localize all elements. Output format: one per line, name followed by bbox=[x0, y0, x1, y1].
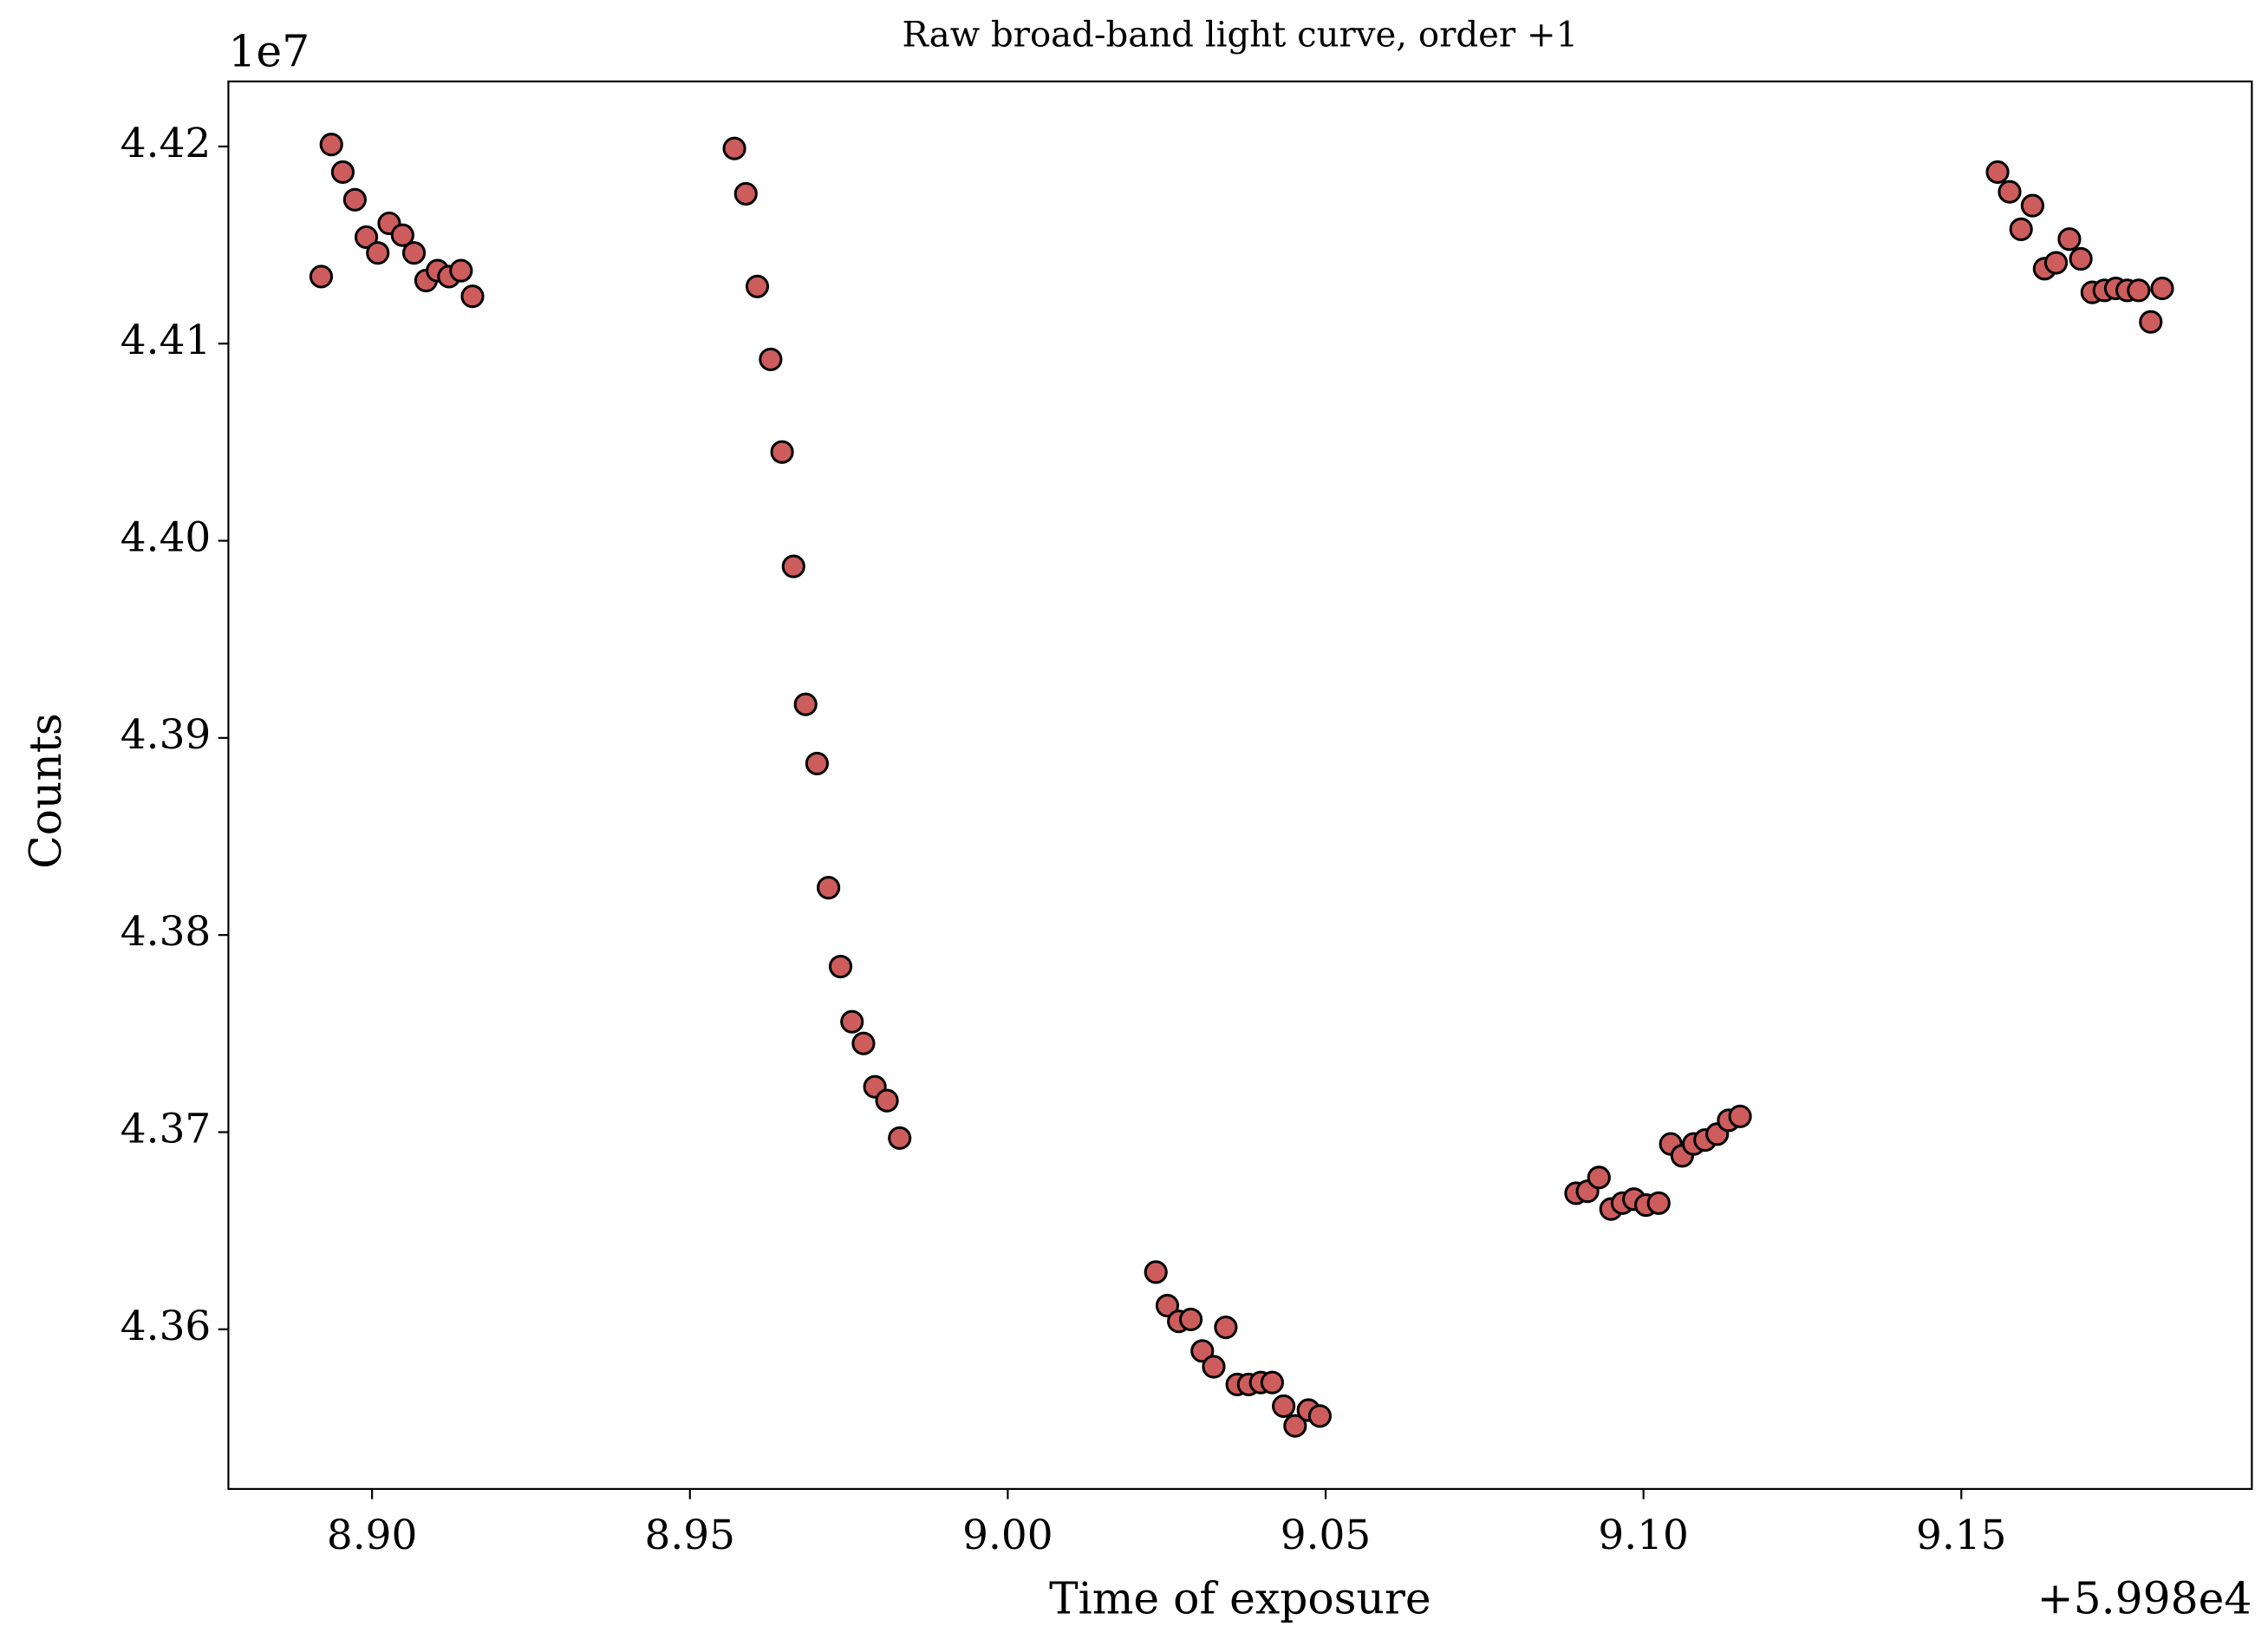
y-tick-label: 4.37 bbox=[121, 1105, 212, 1153]
data-point bbox=[366, 241, 390, 265]
data-point bbox=[1214, 1315, 1238, 1340]
data-point bbox=[354, 225, 379, 250]
data-point bbox=[793, 692, 818, 716]
data-point bbox=[319, 133, 343, 157]
data-point bbox=[330, 160, 355, 185]
y-tick-label: 4.39 bbox=[121, 711, 212, 759]
data-point bbox=[2009, 217, 2033, 241]
data-point bbox=[2043, 251, 2069, 275]
data-point bbox=[1144, 1260, 1168, 1284]
data-point bbox=[745, 274, 770, 298]
data-point bbox=[1272, 1394, 1296, 1419]
data-point bbox=[2150, 276, 2174, 301]
data-point bbox=[2069, 246, 2093, 271]
x-tick-label: 9.05 bbox=[1281, 1512, 1372, 1559]
data-point bbox=[828, 954, 853, 979]
x-tick-label: 8.95 bbox=[645, 1512, 736, 1559]
data-point bbox=[1307, 1404, 1333, 1428]
data-point bbox=[1283, 1414, 1307, 1438]
y-tick-label: 4.36 bbox=[121, 1303, 212, 1350]
x-tick-label: 9.15 bbox=[1916, 1512, 2007, 1559]
y-tick-label: 4.38 bbox=[121, 908, 212, 956]
plot-frame bbox=[227, 80, 2253, 1491]
x-axis-label: Time of exposure bbox=[1049, 1573, 1431, 1624]
x-offset-label: +5.998e4 bbox=[2037, 1573, 2252, 1624]
x-tick-label: 8.90 bbox=[327, 1512, 418, 1559]
data-point bbox=[2139, 310, 2163, 334]
y-tick-label: 4.40 bbox=[121, 514, 212, 562]
data-point bbox=[817, 876, 841, 900]
data-point bbox=[1178, 1307, 1203, 1332]
data-point bbox=[770, 440, 794, 464]
data-point bbox=[390, 223, 414, 247]
data-point bbox=[449, 258, 473, 283]
y-tick-label: 4.41 bbox=[121, 317, 212, 364]
data-point bbox=[460, 284, 485, 309]
data-point bbox=[401, 241, 427, 265]
x-tick-label: 9.10 bbox=[1598, 1512, 1689, 1559]
data-point bbox=[781, 554, 805, 578]
data-point bbox=[888, 1126, 912, 1150]
data-point bbox=[2057, 227, 2082, 251]
data-point bbox=[1728, 1104, 1752, 1128]
data-point bbox=[875, 1088, 899, 1113]
data-point bbox=[2127, 278, 2151, 303]
data-point bbox=[1260, 1370, 1285, 1395]
x-tick-label: 9.00 bbox=[962, 1512, 1053, 1559]
y-axis-label: Counts bbox=[20, 713, 71, 869]
data-point bbox=[309, 265, 334, 289]
data-point bbox=[733, 181, 758, 206]
data-point bbox=[759, 347, 783, 371]
data-point bbox=[1202, 1355, 1226, 1379]
data-point bbox=[1985, 160, 2010, 185]
data-point bbox=[1587, 1166, 1611, 1190]
data-point bbox=[840, 1009, 864, 1034]
data-point bbox=[1155, 1293, 1180, 1318]
data-point bbox=[342, 187, 367, 212]
data-point bbox=[2020, 193, 2044, 218]
y-tick-label: 4.42 bbox=[121, 120, 212, 167]
data-point bbox=[1190, 1339, 1215, 1363]
y-scale-label: 1e7 bbox=[228, 26, 310, 77]
data-point bbox=[805, 751, 830, 775]
data-point bbox=[722, 136, 746, 160]
data-point bbox=[1998, 180, 2022, 204]
chart-title: Raw broad-band light curve, order +1 bbox=[903, 16, 1579, 56]
data-point bbox=[1646, 1191, 1671, 1215]
data-point bbox=[851, 1031, 876, 1055]
